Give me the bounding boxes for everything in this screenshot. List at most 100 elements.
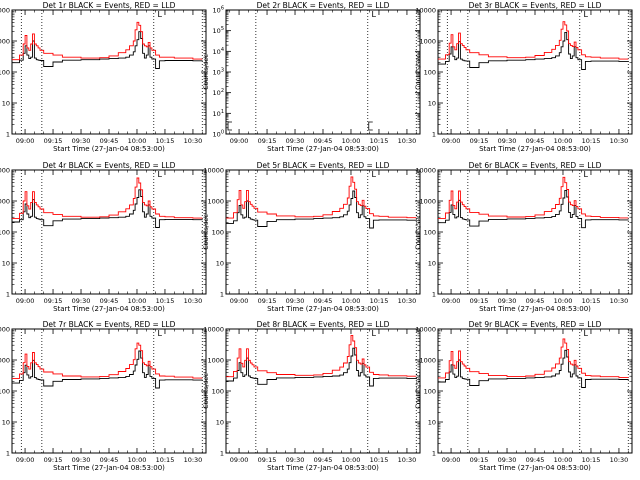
x-tick-label: 10:30 xyxy=(610,137,629,145)
y-tick-label: 1 xyxy=(432,450,436,458)
chart-title: Det 6r BLACK = Events, RED = LLD xyxy=(469,161,602,170)
series-events-line xyxy=(226,190,417,229)
y-tick-label: 1000 xyxy=(0,198,10,206)
series-lld-line xyxy=(12,342,203,379)
x-axis-label: Start Time (27-Jan-04 08:53:00) xyxy=(479,145,591,153)
y-tick-label: 10 xyxy=(428,260,436,268)
x-tick-label: 09:45 xyxy=(100,456,119,464)
x-tick-label: 09:15 xyxy=(44,297,63,305)
x-tick-label: 10:15 xyxy=(370,137,389,145)
series-events-line xyxy=(438,349,629,388)
x-tick-label: 10:15 xyxy=(370,297,389,305)
y-tick-label: 102 xyxy=(213,88,224,97)
y-tick-label: 10000 xyxy=(203,167,224,175)
y-tick-label: 103 xyxy=(213,68,224,77)
x-tick-label: 10:30 xyxy=(184,137,203,145)
y-tick-label: 106 xyxy=(213,6,224,15)
series-lld-line xyxy=(12,177,203,220)
x-tick-label: 09:00 xyxy=(442,297,461,305)
l-marker: L xyxy=(372,170,377,179)
y-tick-label: 1000 xyxy=(419,38,436,46)
chart-title: Det 8r BLACK = Events, RED = LLD xyxy=(257,320,390,329)
chart-panel: Det 9r BLACK = Events, RED = LLD 1 10 100 10… xyxy=(414,320,633,472)
y-tick-label: 10 xyxy=(428,100,436,108)
y-tick-label: 10000 xyxy=(0,167,10,175)
y-tick-label: 100 xyxy=(212,388,224,396)
l-marker: L xyxy=(584,170,589,179)
y-tick-label: 10 xyxy=(216,419,224,427)
y-tick-label: 10 xyxy=(428,419,436,427)
x-tick-label: 09:45 xyxy=(526,137,545,145)
y-tick-label: 10000 xyxy=(415,7,436,15)
y-axis-label: Counts/sec xyxy=(414,214,422,250)
chart-panel: Det 6r BLACK = Events, RED = LLD 1 10 100 10… xyxy=(414,161,633,313)
y-axis-label: Counts/sec xyxy=(202,214,210,250)
x-tick-label: 10:15 xyxy=(582,456,601,464)
l-marker: L xyxy=(584,10,589,19)
x-tick-label: 10:00 xyxy=(342,297,361,305)
x-tick-label: 09:00 xyxy=(230,456,249,464)
x-tick-label: 09:45 xyxy=(526,297,545,305)
y-tick-label: 1 xyxy=(6,291,10,299)
x-tick-label: 09:30 xyxy=(498,456,517,464)
series-lld-line xyxy=(12,21,203,61)
x-axis-label: Start Time (27-Jan-04 08:53:00) xyxy=(479,305,591,313)
y-tick-label: 1 xyxy=(6,450,10,458)
chart-panel: Det 7r BLACK = Events, RED = LLD 1 10 100 10… xyxy=(0,320,207,472)
series-events-line xyxy=(12,350,203,389)
y-tick-label: 1 xyxy=(432,131,436,139)
x-tick-label: 09:30 xyxy=(72,297,91,305)
chart-title: Det 5r BLACK = Events, RED = LLD xyxy=(257,161,390,170)
y-tick-label: 100 xyxy=(0,69,10,77)
chart-title: Det 9r BLACK = Events, RED = LLD xyxy=(469,320,602,329)
x-tick-label: 09:30 xyxy=(286,456,305,464)
series-events-line xyxy=(438,189,629,229)
y-axis-label: Counts/sec xyxy=(414,373,422,409)
x-tick-label: 09:45 xyxy=(100,137,119,145)
y-tick-label: 10 xyxy=(216,260,224,268)
y-tick-label: 1 xyxy=(432,291,436,299)
bracket-mark xyxy=(368,121,373,131)
chart-panel: Det 1r BLACK = Events, RED = LLD 1 10 100 10… xyxy=(0,1,207,153)
x-tick-label: 10:30 xyxy=(610,456,629,464)
x-tick-label: 09:30 xyxy=(498,137,517,145)
y-tick-label: 1000 xyxy=(0,357,10,365)
chart-title: Det 1r BLACK = Events, RED = LLD xyxy=(43,1,176,10)
x-tick-label: 09:00 xyxy=(16,456,35,464)
x-axis-label: Start Time (27-Jan-04 08:53:00) xyxy=(53,464,165,472)
x-tick-label: 09:15 xyxy=(258,137,277,145)
plot-frame xyxy=(11,169,207,295)
x-axis-label: Start Time (27-Jan-04 08:53:00) xyxy=(53,305,165,313)
x-tick-label: 09:15 xyxy=(470,297,489,305)
plot-frame xyxy=(11,9,207,135)
plot-frame xyxy=(225,169,421,295)
chart-panel: Det 5r BLACK = Events, RED = LLD 1 10 100 10… xyxy=(202,161,421,313)
y-tick-label: 100 xyxy=(424,229,436,237)
x-tick-label: 09:00 xyxy=(230,137,249,145)
x-tick-label: 09:15 xyxy=(470,456,489,464)
x-tick-label: 09:45 xyxy=(314,456,333,464)
l-marker: L xyxy=(372,10,377,19)
x-tick-label: 09:15 xyxy=(44,137,63,145)
y-tick-label: 10 xyxy=(2,100,10,108)
series-events-line xyxy=(12,189,203,228)
x-axis-label: Start Time (27-Jan-04 08:53:00) xyxy=(479,464,591,472)
chart-title: Det 7r BLACK = Events, RED = LLD xyxy=(43,320,176,329)
x-tick-label: 09:00 xyxy=(16,297,35,305)
chart-title: Det 3r BLACK = Events, RED = LLD xyxy=(469,1,602,10)
x-tick-label: 09:45 xyxy=(100,297,119,305)
x-axis-label: Start Time (27-Jan-04 08:53:00) xyxy=(267,464,379,472)
l-marker: L xyxy=(584,329,589,338)
x-tick-label: 09:45 xyxy=(526,456,545,464)
x-tick-label: 10:30 xyxy=(184,297,203,305)
chart-panel: Det 2r BLACK = Events, RED = LLD 100 101 10… xyxy=(202,1,421,153)
x-tick-label: 09:30 xyxy=(498,297,517,305)
l-marker: L xyxy=(158,10,163,19)
y-tick-label: 10 xyxy=(2,419,10,427)
l-marker: L xyxy=(372,329,377,338)
x-tick-label: 10:00 xyxy=(128,456,147,464)
y-tick-label: 1000 xyxy=(419,357,436,365)
x-tick-label: 09:15 xyxy=(258,297,277,305)
x-tick-label: 10:30 xyxy=(184,456,203,464)
series-lld-line xyxy=(226,176,417,219)
